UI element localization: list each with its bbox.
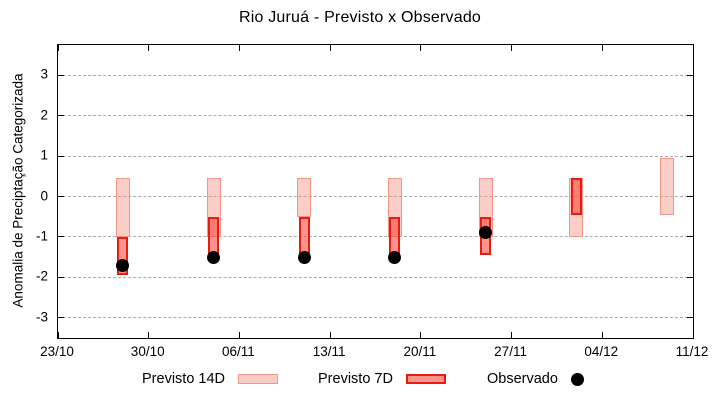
y-tick-label: 1 bbox=[40, 147, 48, 163]
y-axis-tick bbox=[687, 236, 693, 238]
x-axis-tick bbox=[601, 332, 603, 338]
y-axis-tick bbox=[687, 155, 693, 157]
x-axis-tick bbox=[420, 45, 422, 51]
y-axis-tick bbox=[58, 115, 64, 117]
y-axis-tick bbox=[58, 155, 64, 157]
gridline bbox=[58, 196, 693, 198]
y-tick-label: -1 bbox=[35, 228, 48, 244]
x-axis-tick bbox=[329, 332, 331, 338]
x-axis-tick bbox=[238, 45, 240, 51]
gridline bbox=[58, 276, 693, 278]
gridline bbox=[58, 236, 693, 238]
y-tick-label: -2 bbox=[35, 268, 48, 284]
x-axis-tick bbox=[329, 45, 331, 51]
legend-swatch-previsto-7d-icon bbox=[405, 374, 446, 384]
y-axis-tick bbox=[58, 196, 64, 198]
forecast-7d-bar bbox=[389, 216, 401, 256]
observed-dot bbox=[388, 250, 402, 264]
observed-dot bbox=[479, 226, 493, 240]
x-tick-label: 27/11 bbox=[494, 344, 527, 359]
chart-title: Rio Juruá - Previsto x Observado bbox=[238, 9, 482, 26]
x-axis-tick bbox=[692, 45, 694, 51]
gridline bbox=[58, 115, 693, 117]
legend: Previsto 14D Previsto 7D Observado bbox=[0, 367, 720, 391]
x-tick-label: 20/11 bbox=[403, 344, 437, 359]
y-axis-tick bbox=[58, 74, 64, 76]
forecast-14d-bar bbox=[297, 178, 312, 217]
observed-dot bbox=[297, 250, 311, 264]
y-tick-label: 0 bbox=[40, 188, 48, 204]
x-tick-label: 04/12 bbox=[584, 344, 619, 359]
forecast-7d-bar bbox=[208, 216, 219, 256]
x-tick-label: 13/11 bbox=[312, 344, 346, 359]
legend-observed-dot-icon bbox=[570, 372, 584, 386]
y-tick-label: 3 bbox=[40, 66, 48, 82]
x-axis-tick bbox=[511, 332, 513, 338]
x-axis-tick bbox=[420, 332, 422, 338]
gridline bbox=[58, 317, 693, 319]
x-axis-tick bbox=[601, 45, 603, 51]
forecast-14d-bar bbox=[115, 178, 130, 237]
forecast-7d-bar bbox=[570, 178, 582, 215]
y-axis-tick bbox=[58, 317, 64, 319]
legend-swatch-previsto-14d-icon bbox=[238, 374, 279, 384]
y-axis-tick bbox=[687, 196, 693, 198]
x-axis-tick bbox=[238, 332, 240, 338]
legend-item-previsto-7d: Previsto 7D bbox=[318, 367, 446, 391]
forecast-14d-bar bbox=[660, 158, 675, 215]
x-axis-tick bbox=[692, 332, 694, 338]
x-tick-label: 30/10 bbox=[130, 344, 165, 359]
gridline bbox=[58, 155, 693, 157]
x-tick-label: 11/12 bbox=[675, 344, 709, 359]
legend-label-observado: Observado bbox=[487, 371, 558, 387]
y-axis-tick bbox=[58, 276, 64, 278]
y-axis-tick bbox=[687, 74, 693, 76]
y-axis-tick bbox=[687, 276, 693, 278]
legend-item-observado: Observado bbox=[487, 367, 584, 391]
x-axis-tick bbox=[57, 332, 59, 338]
x-tick-label: 06/11 bbox=[222, 344, 255, 359]
x-axis-tick bbox=[148, 332, 150, 338]
y-tick-label: -3 bbox=[35, 309, 48, 325]
plot-area bbox=[57, 44, 694, 339]
y-axis-tick bbox=[58, 236, 64, 238]
x-axis-tick bbox=[57, 45, 59, 51]
y-axis-tick bbox=[687, 115, 693, 117]
x-tick-label: 23/10 bbox=[40, 344, 74, 359]
forecast-7d-bar bbox=[298, 216, 310, 256]
forecast-7d-bar bbox=[117, 236, 129, 276]
observed-dot bbox=[207, 250, 220, 264]
observed-dot bbox=[116, 258, 130, 272]
x-axis-tick bbox=[148, 45, 150, 51]
y-tick-label: 2 bbox=[40, 107, 48, 123]
y-axis-tick bbox=[687, 317, 693, 319]
x-axis-tick bbox=[511, 45, 513, 51]
gridline bbox=[58, 74, 693, 76]
legend-label-previsto-14d: Previsto 14D bbox=[142, 371, 226, 387]
legend-item-previsto-14d: Previsto 14D bbox=[142, 367, 279, 391]
legend-label-previsto-7d: Previsto 7D bbox=[318, 371, 393, 387]
